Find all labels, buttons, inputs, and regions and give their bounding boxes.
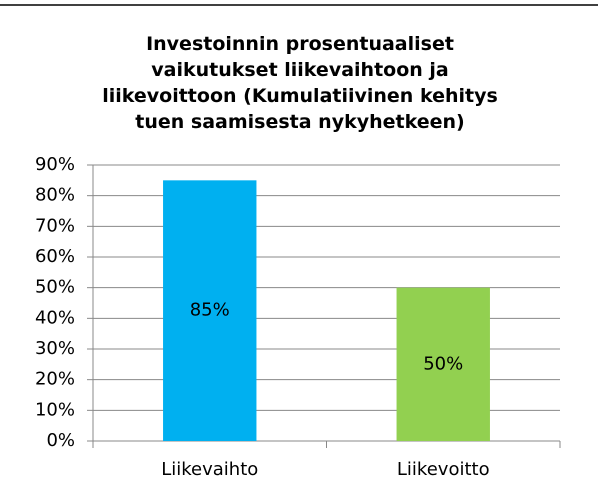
y-tick-label: 60%: [35, 246, 75, 267]
y-tick-label: 90%: [35, 154, 75, 175]
y-tick-label: 50%: [35, 277, 75, 298]
chart-title: Investoinnin prosentuaaliset vaikutukset…: [102, 33, 498, 133]
bar: [163, 180, 257, 442]
y-tick-label: 30%: [35, 338, 75, 359]
x-tick-label: Liikevaihto: [161, 459, 258, 480]
data-label: 85%: [190, 300, 230, 321]
y-tick-label: 80%: [35, 185, 75, 206]
y-tick-label: 0%: [46, 430, 75, 451]
bar: [396, 287, 490, 441]
y-tick-label: 10%: [35, 399, 75, 420]
y-tick-label: 40%: [35, 307, 75, 328]
y-tick-label: 20%: [35, 369, 75, 390]
x-tick-label: Liikevoitto: [397, 459, 490, 480]
data-label: 50%: [423, 353, 463, 374]
y-tick-label: 70%: [35, 215, 75, 236]
